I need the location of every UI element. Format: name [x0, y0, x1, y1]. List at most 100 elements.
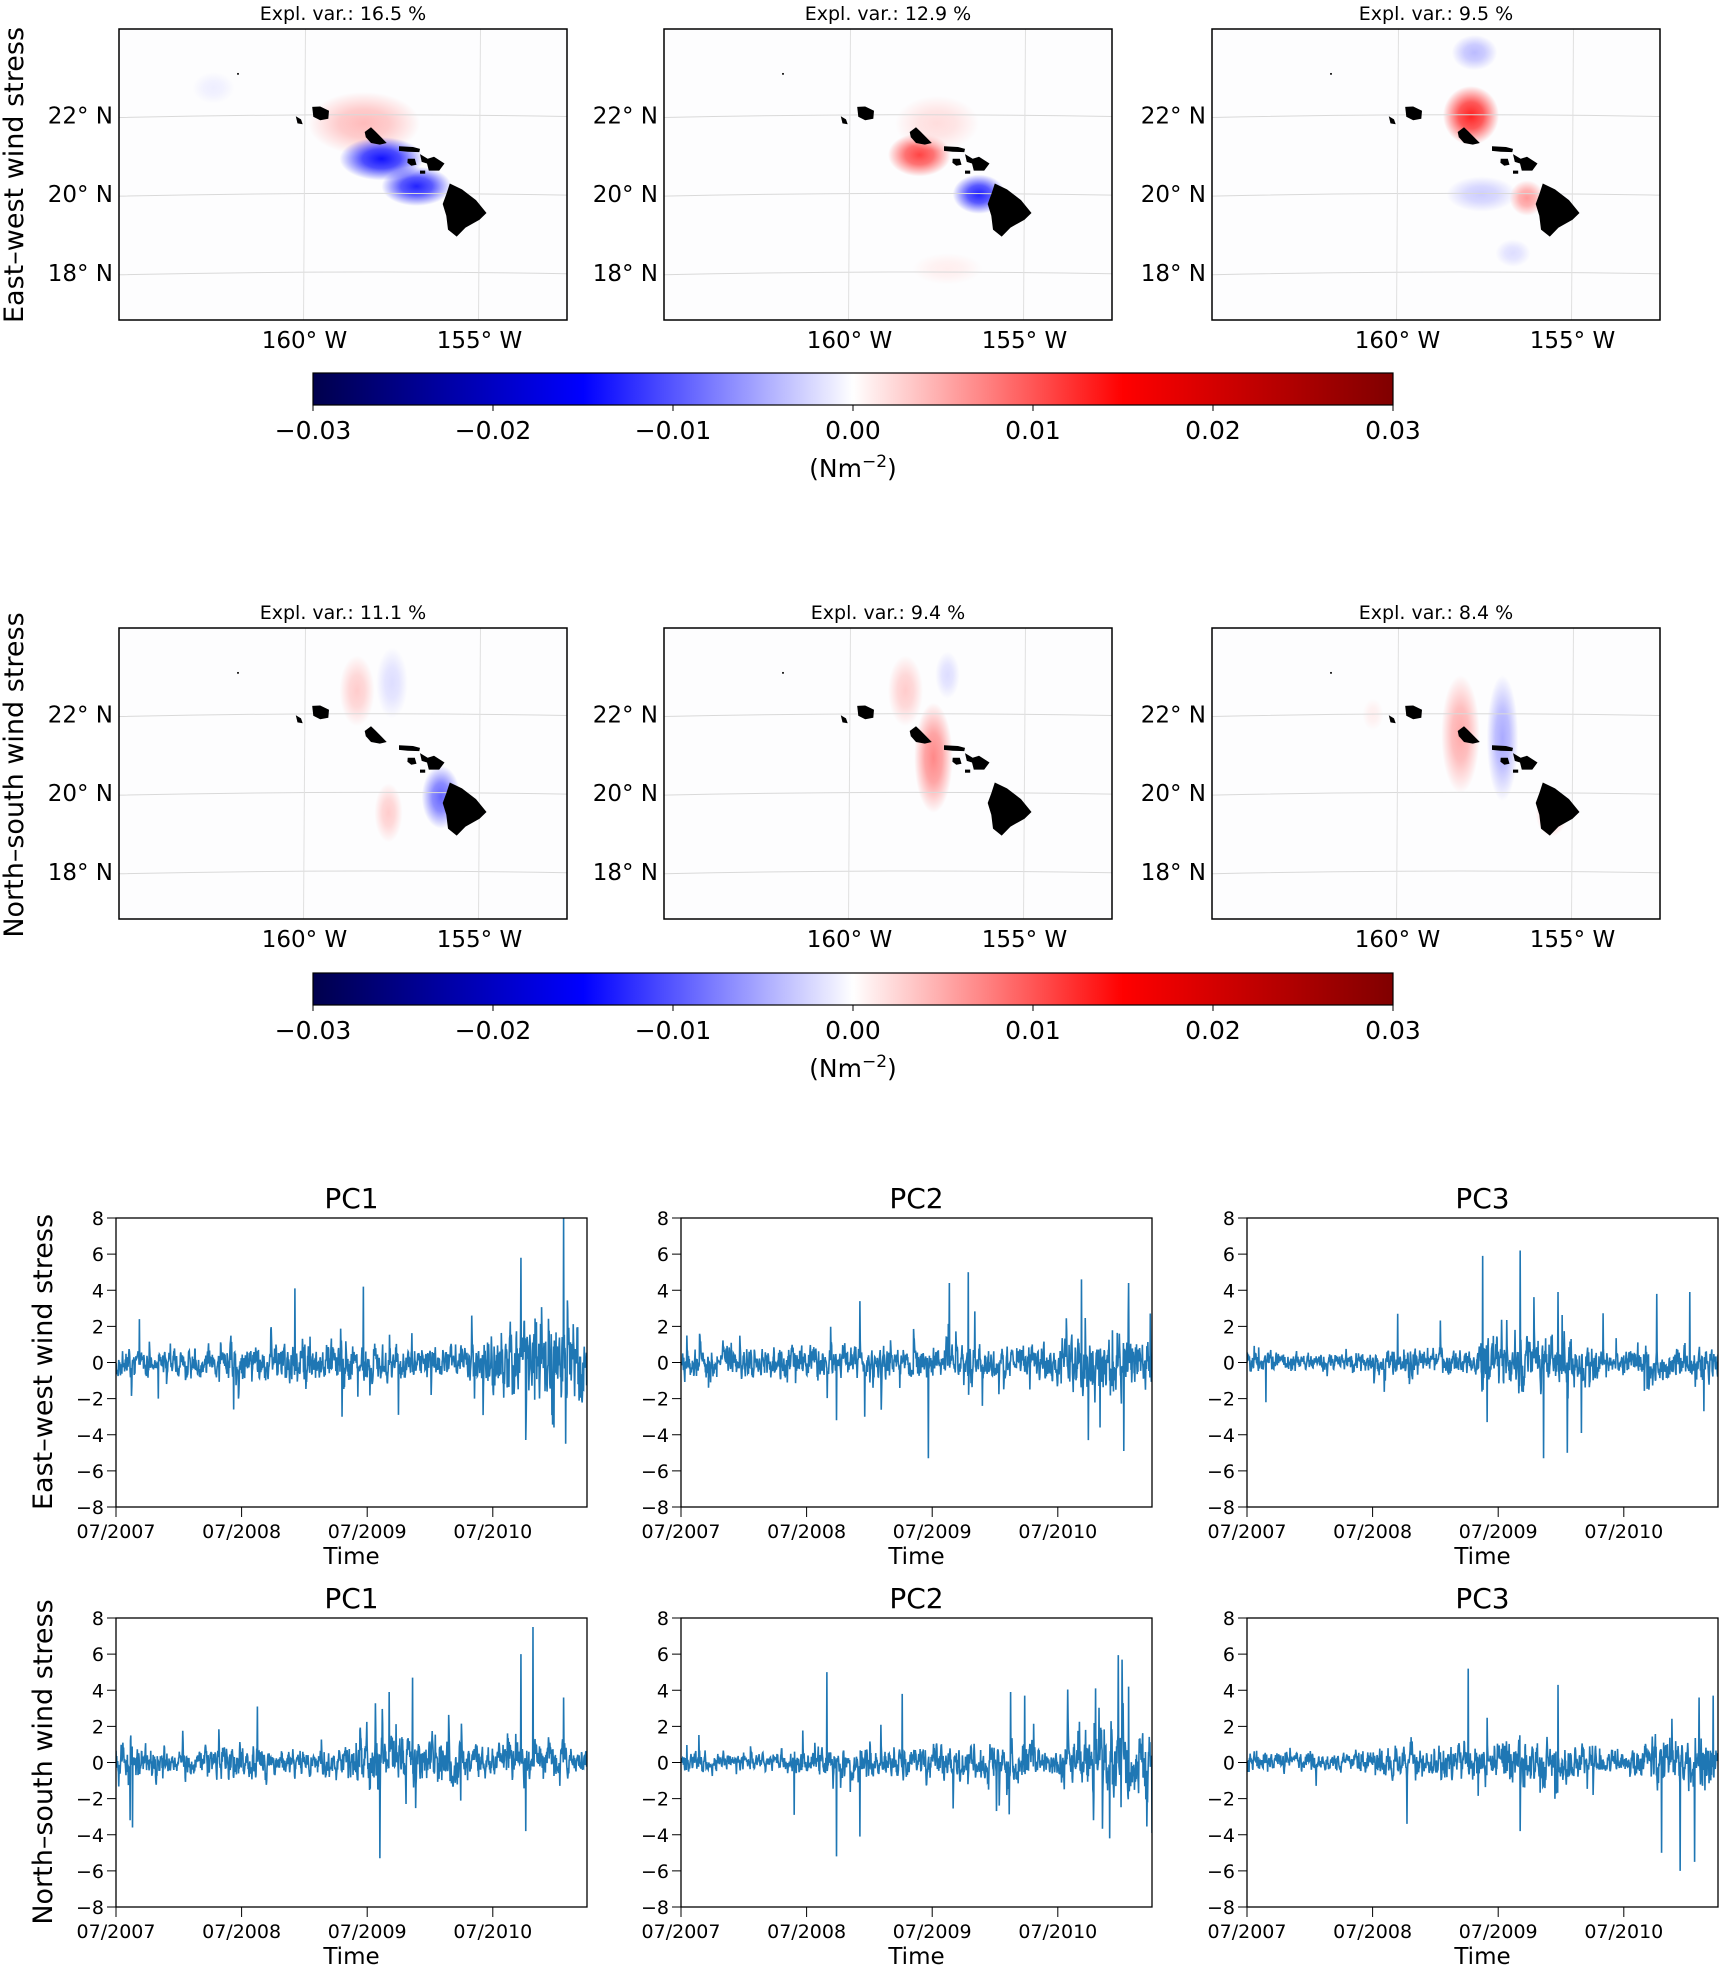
lat-tick-label: 18° N — [1141, 261, 1206, 287]
lat-gridline — [664, 271, 1112, 276]
anomaly-blob — [1443, 86, 1499, 146]
y-tick-label: 8 — [1223, 1208, 1235, 1230]
timeseries-panel: PC3 8 6 4 2 0 −2 −4 −6 −807/2007 07/2008 07/2009 07/… — [1207, 1582, 1719, 1969]
y-tick-label: 4 — [92, 1680, 104, 1702]
map-panel: Expl. var.: 9.4 % 22° N 20° N 18° N 160° W 15… — [593, 602, 1113, 953]
y-tick-label: 8 — [92, 1608, 104, 1630]
lat-tick-label: 18° N — [48, 261, 113, 287]
lat-tick-label: 18° N — [593, 261, 658, 287]
colorbar-gradient — [312, 972, 1394, 1006]
y-tick-label: 2 — [1223, 1316, 1235, 1338]
island — [237, 72, 239, 75]
timeseries-panel: PC2 8 6 4 2 0 −2 −4 −6 −807/2007 07/2008 07/2009 07/… — [641, 1182, 1153, 1570]
ts-row-label-ns: North–south wind stress — [28, 1599, 59, 1924]
y-tick-label: −4 — [641, 1825, 669, 1847]
y-tick-label: −2 — [1207, 1389, 1235, 1411]
lon-tick-label: 160° W — [262, 927, 347, 953]
lon-gridline — [1571, 29, 1574, 320]
lat-gridline — [664, 791, 1112, 796]
x-tick-label: 07/2007 — [642, 1521, 721, 1543]
anomaly-blob — [339, 655, 375, 727]
map-background — [1212, 628, 1660, 919]
island — [965, 769, 971, 773]
map-title: Expl. var.: 11.1 % — [260, 602, 427, 624]
lon-tick-label: 160° W — [1355, 927, 1440, 953]
colorbar-tick-label: 0.01 — [1005, 1016, 1061, 1045]
y-tick-label: 8 — [1223, 1608, 1235, 1630]
island — [782, 72, 784, 75]
lat-tick-label: 20° N — [1141, 781, 1206, 807]
map-panel: Expl. var.: 11.1 % 22° N 20° N 18° N 160° W 1… — [48, 602, 568, 953]
colorbar-tick-label: −0.03 — [275, 1016, 352, 1045]
map-frame — [118, 627, 568, 920]
island — [857, 705, 874, 720]
pc-title: PC2 — [889, 1182, 943, 1215]
colorbar: −0.03 −0.02 −0.01 0.00 0.01 0.02 0.03 (Nm−2) — [275, 372, 1421, 483]
island — [1513, 769, 1519, 773]
lat-tick-label: 20° N — [48, 182, 113, 208]
y-tick-label: −6 — [76, 1861, 104, 1883]
lat-tick-label: 20° N — [593, 182, 658, 208]
colorbar-tick-label: −0.02 — [455, 416, 532, 445]
island — [442, 183, 487, 237]
x-axis-label: Time — [887, 1544, 944, 1570]
map-frame — [1211, 627, 1661, 920]
x-axis-label: Time — [887, 1944, 944, 1969]
ts-row-label-ew: East–west wind stress — [28, 1214, 59, 1510]
island — [965, 753, 990, 770]
x-tick-label: 07/2010 — [1584, 1921, 1663, 1943]
colorbar-tick-label: 0.02 — [1185, 416, 1241, 445]
colorbar-gradient — [312, 372, 1394, 406]
island — [237, 671, 239, 674]
island — [364, 726, 387, 744]
colorbar-tick-label: −0.03 — [275, 416, 352, 445]
timeseries-panel: PC1 8 6 4 2 0 −2 −4 −6 −807/2007 07/2008 07/2009 07/… — [76, 1582, 588, 1969]
pc-series-line — [1247, 1250, 1718, 1459]
map-background — [664, 628, 1112, 919]
y-tick-label: 0 — [92, 1353, 104, 1375]
map-panel: Expl. var.: 16.5 % 22° N 20° N 18° N 160° W 1… — [48, 3, 568, 354]
anomaly-blob — [935, 651, 960, 699]
x-tick-label: 07/2007 — [1208, 1921, 1287, 1943]
y-tick-label: −2 — [641, 1389, 669, 1411]
lon-gridline — [1396, 29, 1399, 320]
y-tick-label: 0 — [92, 1753, 104, 1775]
y-tick-label: −4 — [76, 1425, 104, 1447]
lat-gridline — [119, 192, 567, 197]
lon-tick-label: 155° W — [437, 328, 522, 354]
lon-gridline — [848, 29, 851, 320]
island — [1388, 116, 1396, 125]
x-axis-label: Time — [322, 1944, 379, 1969]
lat-gridline — [119, 271, 567, 276]
lat-gridline — [119, 114, 567, 119]
island — [399, 745, 420, 752]
colorbar-tick-label: 0.03 — [1365, 416, 1421, 445]
island — [965, 154, 990, 171]
pc-series-line — [116, 1627, 587, 1859]
x-tick-label: 07/2009 — [893, 1921, 972, 1943]
y-tick-label: −8 — [641, 1497, 669, 1519]
island — [1457, 127, 1480, 145]
anomaly-blob — [895, 95, 979, 151]
x-tick-label: 07/2007 — [642, 1921, 721, 1943]
y-tick-label: 6 — [92, 1244, 104, 1266]
island — [1513, 170, 1519, 174]
island — [782, 671, 784, 674]
anomaly-blob — [914, 702, 953, 813]
x-axis-label: Time — [322, 1544, 379, 1570]
anomaly-blob — [374, 783, 403, 843]
island — [1492, 745, 1513, 752]
lon-gridline — [1571, 628, 1574, 919]
colorbar-unit-label: (Nm−2) — [809, 452, 897, 483]
x-tick-label: 07/2009 — [328, 1521, 407, 1543]
map-title: Expl. var.: 16.5 % — [260, 3, 427, 25]
lat-gridline — [119, 713, 567, 718]
map-frame — [1211, 28, 1661, 321]
pc-series-line — [681, 1655, 1152, 1857]
island — [1513, 753, 1538, 770]
anomaly-blob — [1446, 176, 1517, 212]
colorbar-tick-label: 0.02 — [1185, 1016, 1241, 1045]
x-tick-label: 07/2010 — [453, 1921, 532, 1943]
